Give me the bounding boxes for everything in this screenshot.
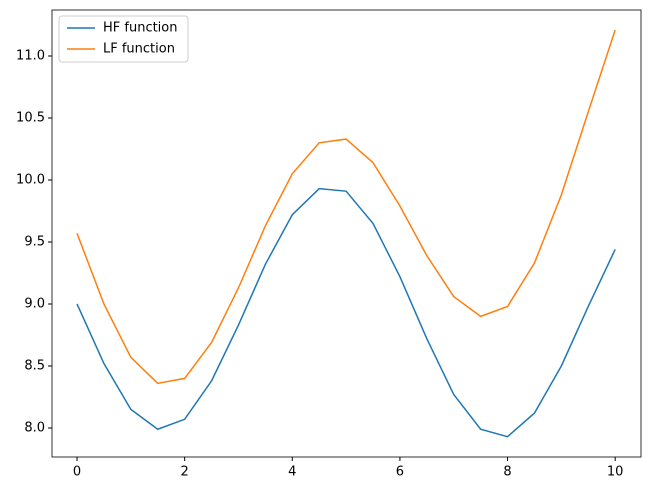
x-tick-label: 4 [288,465,296,480]
y-tick-label: 9.0 [24,296,45,311]
data-line [76,187,616,438]
y-tick-label: 10.5 [16,110,45,125]
data-line [76,29,616,385]
x-tick-label: 10 [607,465,624,480]
y-tick-label: 8.5 [24,358,45,373]
plot-frame [51,9,642,458]
y-tick-label: 11.0 [16,49,45,64]
legend-label: LF function [103,42,175,57]
y-tick-label: 9.5 [24,234,45,249]
legend-label: HF function [103,21,178,36]
x-tick-label: 0 [73,465,81,480]
y-tick-label: 10.0 [16,172,45,187]
x-tick-label: 8 [503,465,511,480]
y-tick-label: 8.0 [24,420,45,435]
legend: HF function LF function [58,15,189,63]
x-tick-label: 2 [181,465,189,480]
x-tick-label: 6 [396,465,404,480]
